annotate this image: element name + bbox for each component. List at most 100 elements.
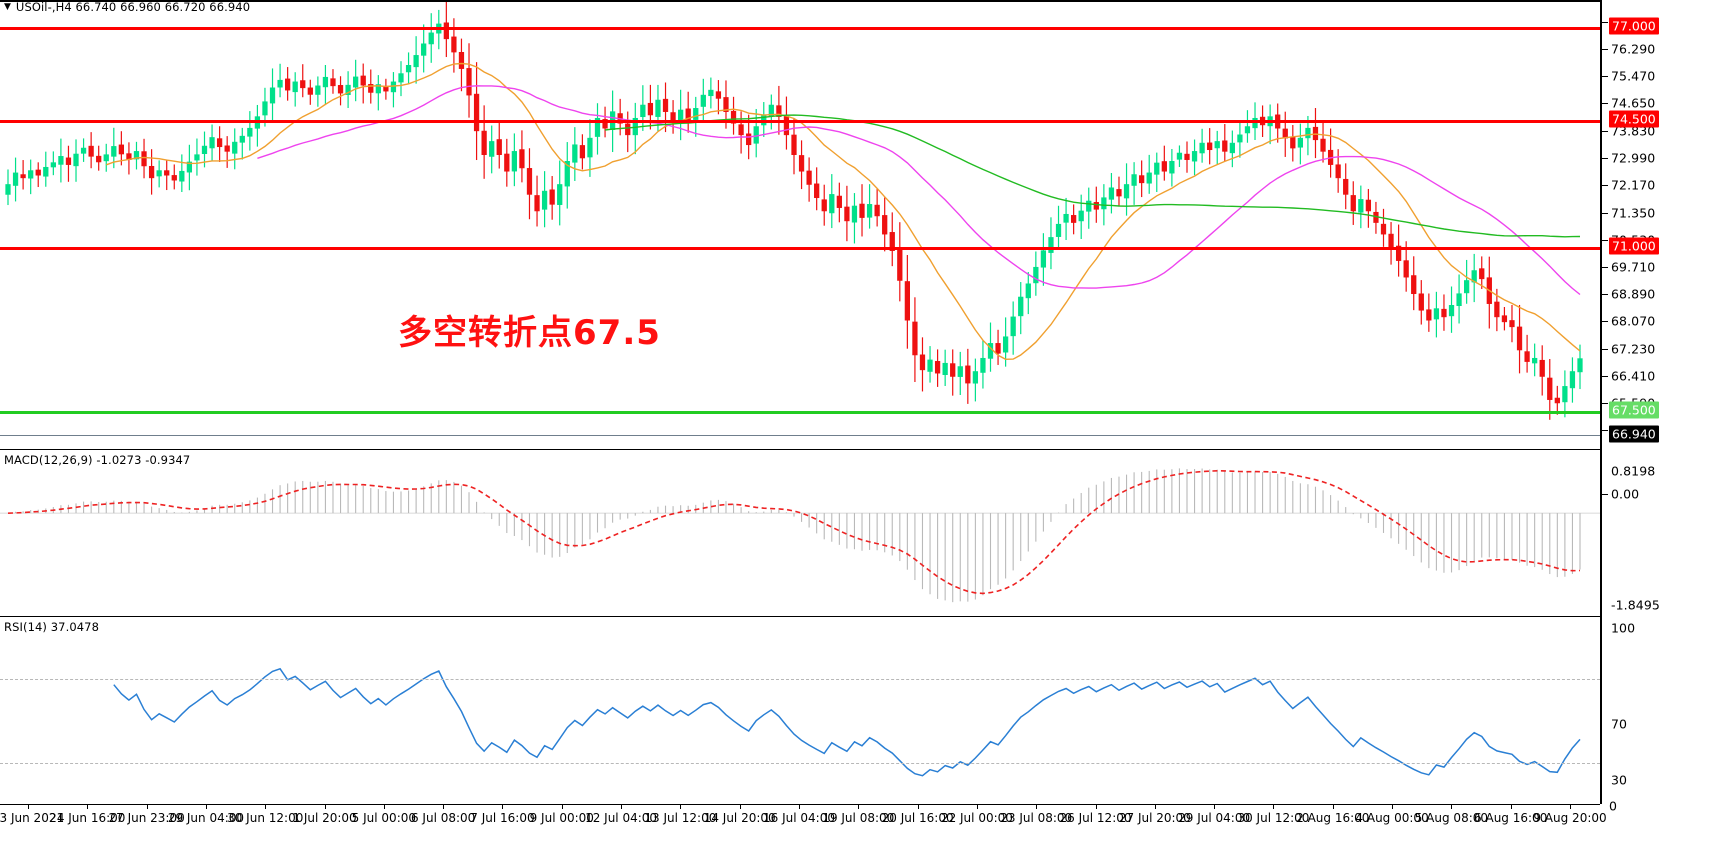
time-axis-tick — [146, 804, 148, 809]
price-level-tag-77-000[interactable]: 77.000 — [1609, 17, 1659, 35]
time-axis-label: 9 Jul 00:00 — [529, 811, 594, 825]
time-axis-label: 29 Jul 04:00 — [1178, 811, 1251, 825]
rsi-level-30-line — [0, 763, 1600, 764]
time-axis-label: 22 Jul 00:00 — [940, 811, 1013, 825]
time-axis-tick — [917, 804, 919, 809]
pivot-line-67-5[interactable] — [0, 411, 1600, 414]
time-axis-label: 5 Aug 08:00 — [1414, 811, 1489, 825]
time-axis-tick — [265, 804, 267, 809]
time-axis-tick — [1095, 804, 1097, 809]
time-axis-label: 30 Jul 12:00 — [1237, 811, 1310, 825]
price-axis-tick — [1602, 266, 1608, 268]
time-axis-tick — [1392, 804, 1394, 809]
time-axis-tick — [1036, 804, 1038, 809]
price-axis-tick — [1602, 21, 1608, 23]
price-axis-label: 67.230 — [1611, 341, 1656, 357]
time-axis-tick — [561, 804, 563, 809]
rsi-axis-label: 100 — [1611, 620, 1636, 636]
time-axis-label: 1 Jul 20:00 — [292, 811, 357, 825]
time-axis-label: 23 Jun 2021 — [0, 811, 65, 825]
price-level-tag-74-500[interactable]: 74.500 — [1609, 110, 1659, 128]
time-axis-tick — [739, 804, 741, 809]
price-axis-label: 68.070 — [1611, 313, 1656, 329]
time-axis-tick — [1214, 804, 1216, 809]
rsi-axis-label: 30 — [1611, 772, 1628, 788]
time-axis-tick — [976, 804, 978, 809]
time-axis-tick — [799, 804, 800, 809]
time-axis-label: 6 Jul 08:00 — [410, 811, 476, 825]
current-price-line — [0, 435, 1600, 436]
rsi-axis-label: 70 — [1611, 716, 1628, 732]
price-axis-tick — [1602, 321, 1608, 323]
macd-plot — [0, 450, 1600, 617]
price-axis-label: 71.350 — [1611, 205, 1656, 221]
time-axis-label: 24 Jun 16:00 — [49, 811, 126, 825]
resistance-line-74-5[interactable] — [0, 120, 1600, 123]
time-axis-tick — [1570, 804, 1571, 809]
price-axis-label: 66.410 — [1611, 368, 1656, 384]
price-axis-tick — [1602, 103, 1608, 105]
price-scale-axis[interactable]: 77.11076.29075.47074.65073.83072.99072.1… — [1600, 0, 1729, 804]
price-axis-tick — [1602, 158, 1608, 160]
time-axis-label: 13 Jul 12:00 — [644, 811, 717, 825]
resistance-line-77[interactable] — [0, 27, 1600, 30]
time-axis-tick — [1332, 804, 1334, 809]
macd-axis-tick — [1602, 494, 1608, 495]
price-axis-label: 72.990 — [1611, 150, 1656, 166]
macd-label: MACD(12,26,9) -1.0273 -0.9347 — [4, 453, 191, 467]
price-level-tag-67-500[interactable]: 67.500 — [1609, 401, 1659, 419]
time-axis-label: 14 Jul 20:00 — [703, 811, 776, 825]
price-level-tag-66-940[interactable]: 66.940 — [1609, 425, 1659, 443]
time-axis-label: 27 Jul 20:00 — [1118, 811, 1191, 825]
price-axis-tick — [1602, 294, 1608, 296]
time-axis-label: 29 Jun 04:00 — [167, 811, 245, 825]
rsi-level-70-line — [0, 679, 1600, 680]
macd-series-svg — [0, 468, 1600, 603]
price-axis-tick — [1602, 403, 1608, 405]
time-axis-label: 19 Jul 08:00 — [822, 811, 895, 825]
time-axis-tick — [502, 804, 504, 809]
time-axis-tick — [443, 804, 445, 809]
macd-axis-label: 0.00 — [1611, 486, 1640, 502]
time-axis-label: 27 Jun 23:00 — [108, 811, 185, 825]
time-axis-label: 16 Jul 04:00 — [763, 811, 835, 825]
price-axis-label: 76.290 — [1611, 41, 1656, 57]
time-axis-tick — [858, 804, 860, 809]
rsi-plot — [0, 617, 1600, 805]
price-level-tag-71-000[interactable]: 71.000 — [1609, 237, 1659, 255]
price-plot — [0, 2, 1600, 451]
price-axis-tick — [1602, 49, 1608, 51]
time-axis-tick — [205, 804, 207, 809]
rsi-panel[interactable]: RSI(14) 37.0478 — [0, 616, 1600, 806]
price-axis-tick — [1602, 348, 1608, 350]
time-axis-tick — [28, 804, 29, 809]
time-axis-label: 23 Jul 08:00 — [1000, 811, 1073, 825]
time-axis-label: 26 Jul 12:00 — [1059, 811, 1132, 825]
price-axis-tick — [1602, 430, 1608, 432]
price-axis-label: 69.710 — [1611, 259, 1656, 275]
time-axis-label: 7 Jul 16:00 — [470, 811, 535, 825]
rsi-series-svg — [113, 667, 1581, 777]
time-axis-label: 20 Jul 16:00 — [881, 811, 954, 825]
macd-panel[interactable]: MACD(12,26,9) -1.0273 -0.9347 — [0, 449, 1600, 618]
macd-axis-label: 0.8198 — [1611, 463, 1656, 479]
rsi-label: RSI(14) 37.0478 — [4, 620, 99, 634]
price-panel[interactable]: 多空转折点67.5 — [0, 0, 1600, 452]
chart-annotation-text: 多空转折点67.5 — [398, 313, 661, 353]
time-axis-label: 30 Jun 12:00 — [227, 811, 304, 825]
time-axis-label: 9 Aug 20:00 — [1533, 811, 1607, 825]
time-axis-label: 2 Aug 16:00 — [1296, 811, 1370, 825]
time-axis-tick — [1154, 804, 1156, 809]
time-axis-tick — [383, 804, 385, 809]
price-axis-label: 75.470 — [1611, 68, 1656, 84]
time-axis-label: 6 Aug 16:00 — [1474, 811, 1548, 825]
price-series-svg — [5, 2, 1583, 420]
price-axis-label: 74.650 — [1611, 95, 1656, 111]
time-axis-label: 5 Jul 00:00 — [351, 811, 417, 825]
support-line-71[interactable] — [0, 247, 1600, 250]
price-axis-tick — [1602, 130, 1608, 132]
collapse-caret-icon[interactable]: ▼ — [4, 1, 11, 12]
time-axis-baseline — [0, 804, 1600, 805]
